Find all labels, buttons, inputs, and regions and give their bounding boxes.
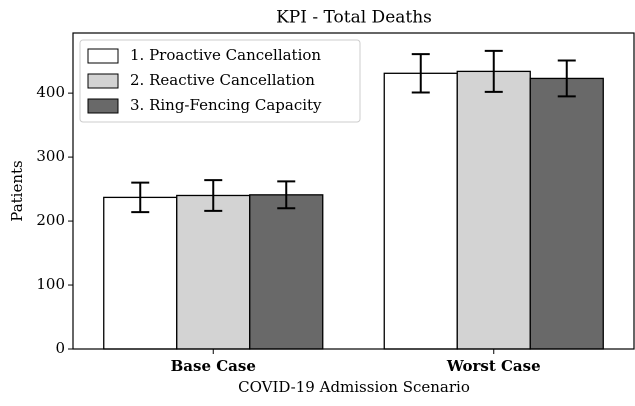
error-bar — [411, 53, 430, 94]
bar — [529, 77, 604, 350]
y-tick-label: 200 — [36, 211, 65, 229]
x-tick-label: Base Case — [171, 357, 256, 375]
bar — [456, 70, 531, 350]
y-tick-label: 300 — [36, 147, 65, 165]
y-tick-label: 0 — [55, 339, 65, 357]
x-axis-label: COVID-19 Admission Scenario — [238, 378, 470, 396]
y-tick-label: 100 — [36, 275, 65, 293]
bar — [249, 194, 324, 350]
legend-swatch — [87, 73, 119, 89]
error-bar — [557, 59, 576, 98]
legend-swatch — [87, 98, 119, 114]
legend-label: 3. Ring-Fencing Capacity — [130, 96, 322, 114]
x-tick-label: Worst Case — [446, 357, 541, 375]
chart-title: KPI - Total Deaths — [276, 8, 432, 28]
legend-swatch — [87, 48, 119, 64]
bar — [103, 196, 178, 350]
legend-label: 1. Proactive Cancellation — [130, 46, 321, 64]
bar — [383, 72, 458, 350]
legend-label: 2. Reactive Cancellation — [130, 71, 315, 89]
error-bar — [277, 180, 296, 210]
error-bar — [204, 179, 223, 212]
error-bar — [484, 49, 503, 93]
error-bar — [131, 181, 150, 214]
legend-box — [79, 39, 361, 123]
bar — [176, 194, 251, 350]
y-tick-label: 400 — [36, 83, 65, 101]
y-axis-label: Patients — [8, 160, 26, 221]
plot-frame — [72, 32, 635, 350]
